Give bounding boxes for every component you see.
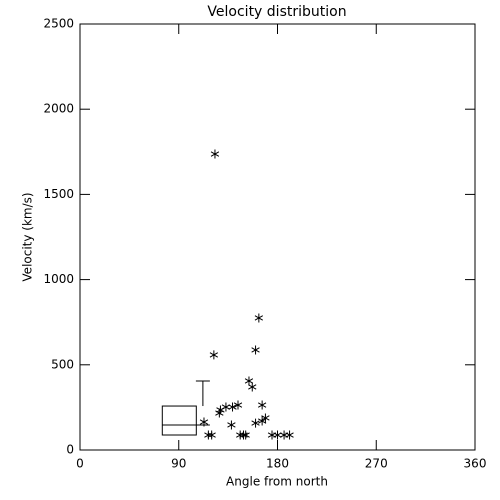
y-tick-label: 2500: [43, 17, 74, 31]
point: [244, 376, 254, 386]
point: [207, 430, 216, 440]
y-tick-label: 2000: [43, 102, 74, 116]
plot-frame: [79, 23, 476, 451]
point: [251, 345, 260, 355]
y-tick-label: 0: [66, 443, 74, 457]
chart-title: Velocity distribution: [207, 4, 346, 20]
x-axis-label: Angle from north: [226, 475, 328, 489]
point: [209, 350, 219, 360]
x-tick-label: 270: [365, 457, 388, 471]
point: [233, 400, 243, 410]
point: [285, 430, 294, 440]
x-tick-label: 180: [266, 457, 289, 471]
point: [241, 430, 250, 440]
point: [216, 405, 225, 415]
point: [204, 430, 213, 440]
point: [227, 420, 236, 430]
point: [210, 149, 220, 159]
point: [221, 402, 231, 412]
point: [267, 430, 277, 440]
point: [257, 400, 267, 410]
y-tick-label: 1500: [43, 187, 74, 201]
point: [254, 313, 264, 323]
point: [248, 382, 257, 392]
point: [228, 402, 237, 412]
point: [251, 418, 260, 428]
point: [279, 430, 289, 440]
x-tick-label: 90: [171, 457, 186, 471]
box: [161, 405, 197, 436]
point: [261, 413, 270, 423]
y-axis-label: Velocity (km/s): [21, 192, 35, 281]
x-tick-label: 360: [464, 457, 487, 471]
point: [273, 430, 282, 440]
x-tick-label: 0: [76, 457, 84, 471]
y-tick-label: 1000: [43, 272, 74, 286]
point: [257, 416, 267, 426]
y-tick-label: 500: [51, 357, 74, 371]
point: [199, 417, 209, 427]
